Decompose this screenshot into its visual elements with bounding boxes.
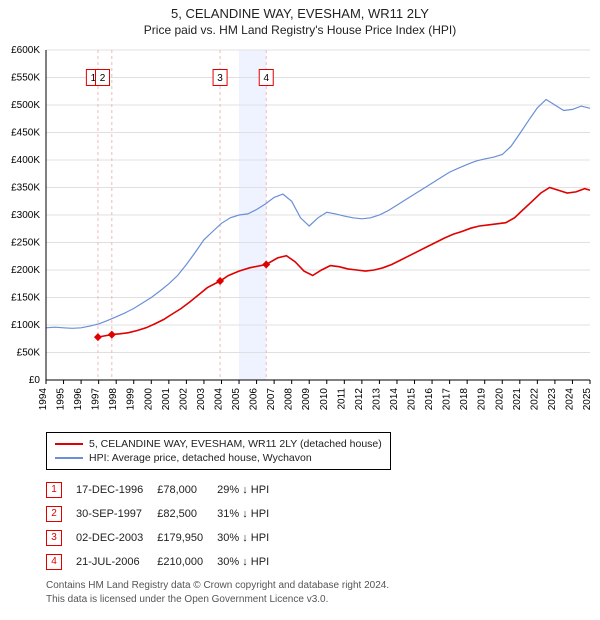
y-tick-label: £150K [11,293,40,304]
transaction-marker: 3 [46,530,62,546]
x-tick-label: 2002 [178,388,189,411]
x-tick-label: 2012 [354,388,365,411]
event-marker-number: 4 [263,73,269,84]
x-tick-label: 2024 [564,388,575,411]
y-tick-label: £100K [11,320,40,331]
transaction-price: £210,000 [157,550,217,574]
legend-swatch [55,443,83,445]
x-tick-label: 2010 [319,388,330,411]
x-tick-label: 2003 [196,388,207,411]
x-tick-label: 2016 [424,388,435,411]
transaction-row: 4 21-JUL-2006£210,00030% ↓ HPI [46,550,283,574]
transaction-price: £82,500 [157,502,217,526]
transaction-marker: 4 [46,554,62,570]
y-tick-label: £400K [11,155,40,166]
transaction-row: 2 30-SEP-1997£82,50031% ↓ HPI [46,502,283,526]
transaction-date: 21-JUL-2006 [76,550,157,574]
transaction-marker: 1 [46,482,62,498]
x-tick-label: 2020 [494,388,505,411]
transaction-price: £179,950 [157,526,217,550]
transaction-date: 30-SEP-1997 [76,502,157,526]
x-tick-label: 1996 [73,388,84,411]
legend: 5, CELANDINE WAY, EVESHAM, WR11 2LY (det… [46,432,391,470]
transaction-price: £78,000 [157,478,217,502]
legend-label: HPI: Average price, detached house, Wych… [89,452,312,464]
x-tick-label: 2025 [582,388,593,411]
legend-label: 5, CELANDINE WAY, EVESHAM, WR11 2LY (det… [89,438,382,450]
x-tick-label: 2006 [249,388,260,411]
transaction-table: 1 17-DEC-1996£78,00029% ↓ HPI 2 30-SEP-1997… [46,478,283,574]
transaction-marker: 2 [46,506,62,522]
transaction-date: 02-DEC-2003 [76,526,157,550]
x-tick-label: 2007 [266,388,277,411]
legend-swatch [55,457,83,459]
sale-marker [108,331,116,339]
y-tick-label: £600K [11,45,40,56]
x-tick-label: 2000 [143,388,154,411]
transaction-delta: 30% ↓ HPI [217,526,283,550]
y-tick-label: £300K [11,210,40,221]
series-hpi [46,100,590,329]
page-title: 5, CELANDINE WAY, EVESHAM, WR11 2LY [0,0,600,21]
event-marker-number: 2 [100,73,106,84]
footer-licence: This data is licensed under the Open Gov… [46,594,328,605]
x-tick-label: 2004 [213,388,224,411]
price-chart: £0 £50K £100K £150K £200K £250K £300K £350K £400… [0,44,600,424]
transaction-delta: 31% ↓ HPI [217,502,283,526]
y-tick-label: £500K [11,100,40,111]
x-tick-label: 2011 [336,388,347,410]
y-tick-label: £550K [11,73,40,84]
x-tick-label: 2023 [547,388,558,411]
x-tick-label: 2013 [371,388,382,411]
page-subtitle: Price paid vs. HM Land Registry's House … [0,23,600,37]
x-tick-label: 2017 [442,388,453,411]
series-property [98,188,590,338]
legend-item-property: 5, CELANDINE WAY, EVESHAM, WR11 2LY (det… [55,437,382,451]
event-marker-number: 3 [217,73,223,84]
transaction-row: 1 17-DEC-1996£78,00029% ↓ HPI [46,478,283,502]
y-tick-label: £350K [11,183,40,194]
y-tick-label: £0 [29,375,41,386]
y-tick-label: £50K [17,348,41,359]
x-tick-label: 2018 [459,388,470,411]
x-tick-label: 2001 [161,388,172,411]
x-tick-label: 1997 [91,388,102,411]
transaction-delta: 30% ↓ HPI [217,550,283,574]
x-tick-label: 2022 [529,388,540,411]
sale-marker [94,333,102,341]
x-tick-label: 2008 [284,388,295,411]
x-tick-label: 2014 [389,388,400,411]
x-tick-label: 2019 [477,388,488,411]
x-tick-label: 2009 [301,388,312,411]
x-tick-label: 2015 [407,388,418,411]
y-tick-label: £250K [11,238,40,249]
y-tick-label: £450K [11,128,40,139]
footer-copyright: Contains HM Land Registry data © Crown c… [46,580,389,591]
transaction-date: 17-DEC-1996 [76,478,157,502]
x-tick-label: 1995 [56,388,67,411]
x-tick-label: 1998 [108,388,119,411]
x-tick-label: 1999 [126,388,137,411]
x-tick-label: 1994 [38,388,49,411]
x-tick-label: 2005 [231,388,242,411]
x-tick-label: 2021 [512,388,523,411]
y-tick-label: £200K [11,265,40,276]
legend-item-hpi: HPI: Average price, detached house, Wych… [55,451,382,465]
transaction-delta: 29% ↓ HPI [217,478,283,502]
transaction-row: 3 02-DEC-2003£179,95030% ↓ HPI [46,526,283,550]
